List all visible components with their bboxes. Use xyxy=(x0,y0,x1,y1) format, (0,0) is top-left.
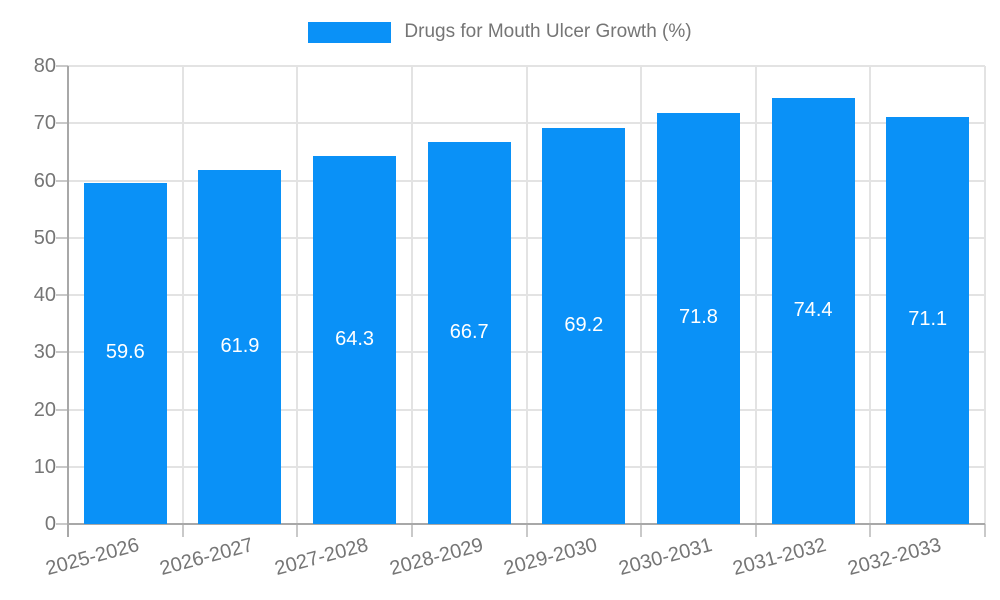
x-axis-label: 2025-2026 xyxy=(43,533,142,580)
bar-value-label: 69.2 xyxy=(564,313,604,336)
x-tick-mark xyxy=(869,524,872,537)
x-axis-label: 2032-2033 xyxy=(845,533,944,580)
x-axis-label: 2031-2032 xyxy=(730,533,830,580)
gridline-vertical xyxy=(410,66,413,524)
y-axis-label: 50 xyxy=(33,226,56,249)
bar[interactable] xyxy=(427,142,511,524)
bar[interactable] xyxy=(771,98,855,524)
bar[interactable] xyxy=(542,127,626,524)
x-tick-mark xyxy=(410,524,413,537)
bar[interactable] xyxy=(198,169,282,524)
x-tick-mark xyxy=(181,524,184,537)
gridline-vertical xyxy=(296,66,299,524)
x-tick-mark xyxy=(984,524,986,537)
bar-value-label: 71.8 xyxy=(678,306,718,329)
bar-value-label: 66.7 xyxy=(449,321,489,344)
x-axis-label: 2030-2031 xyxy=(616,533,715,580)
y-tick-mark xyxy=(56,523,68,525)
y-axis-label: 10 xyxy=(33,455,56,478)
bar-value-label: 71.1 xyxy=(908,308,948,331)
y-axis-label: 70 xyxy=(33,112,56,135)
y-axis-label: 20 xyxy=(33,398,56,421)
y-tick-mark xyxy=(56,236,68,239)
x-tick-mark xyxy=(296,524,299,537)
y-tick-mark xyxy=(56,179,68,182)
bar-value-label: 64.3 xyxy=(335,327,375,350)
x-tick-mark xyxy=(525,524,528,537)
gridline-vertical xyxy=(754,66,757,524)
y-axis-label: 80 xyxy=(33,55,56,77)
y-axis-label: 0 xyxy=(44,513,56,535)
x-axis-label: 2029-2030 xyxy=(501,533,600,580)
bar[interactable] xyxy=(886,116,970,524)
y-axis-label: 30 xyxy=(33,341,56,364)
bar[interactable] xyxy=(656,112,740,524)
x-tick-mark xyxy=(640,524,643,537)
bar-value-label: 59.6 xyxy=(105,341,145,364)
gridline-vertical xyxy=(869,66,872,524)
gridline-vertical xyxy=(525,66,528,524)
x-axis-label: 2027-2028 xyxy=(272,533,371,580)
bar-value-label: 61.9 xyxy=(220,334,260,357)
y-tick-mark xyxy=(56,65,68,67)
x-axis-label: 2028-2029 xyxy=(387,533,486,580)
legend-swatch xyxy=(308,21,392,43)
x-axis-label: 2026-2027 xyxy=(157,533,256,580)
y-tick-mark xyxy=(56,465,68,468)
x-axis-line xyxy=(68,523,985,525)
y-axis-label: 40 xyxy=(33,284,56,306)
bar-value-label: 74.4 xyxy=(793,299,833,322)
legend-label: Drugs for Mouth Ulcer Growth (%) xyxy=(404,21,692,42)
gridline-vertical xyxy=(181,66,184,524)
chart-legend[interactable]: Drugs for Mouth Ulcer Growth (%) xyxy=(0,18,1000,46)
bar[interactable] xyxy=(83,182,167,524)
bar[interactable] xyxy=(313,155,397,524)
y-axis-label: 60 xyxy=(33,169,56,192)
y-tick-mark xyxy=(56,122,68,125)
y-tick-mark xyxy=(56,351,68,354)
x-tick-mark xyxy=(754,524,757,537)
y-axis-line xyxy=(67,66,69,537)
y-tick-mark xyxy=(56,408,68,411)
gridline-vertical xyxy=(640,66,643,524)
gridline-vertical xyxy=(984,66,986,524)
y-tick-mark xyxy=(56,294,68,296)
